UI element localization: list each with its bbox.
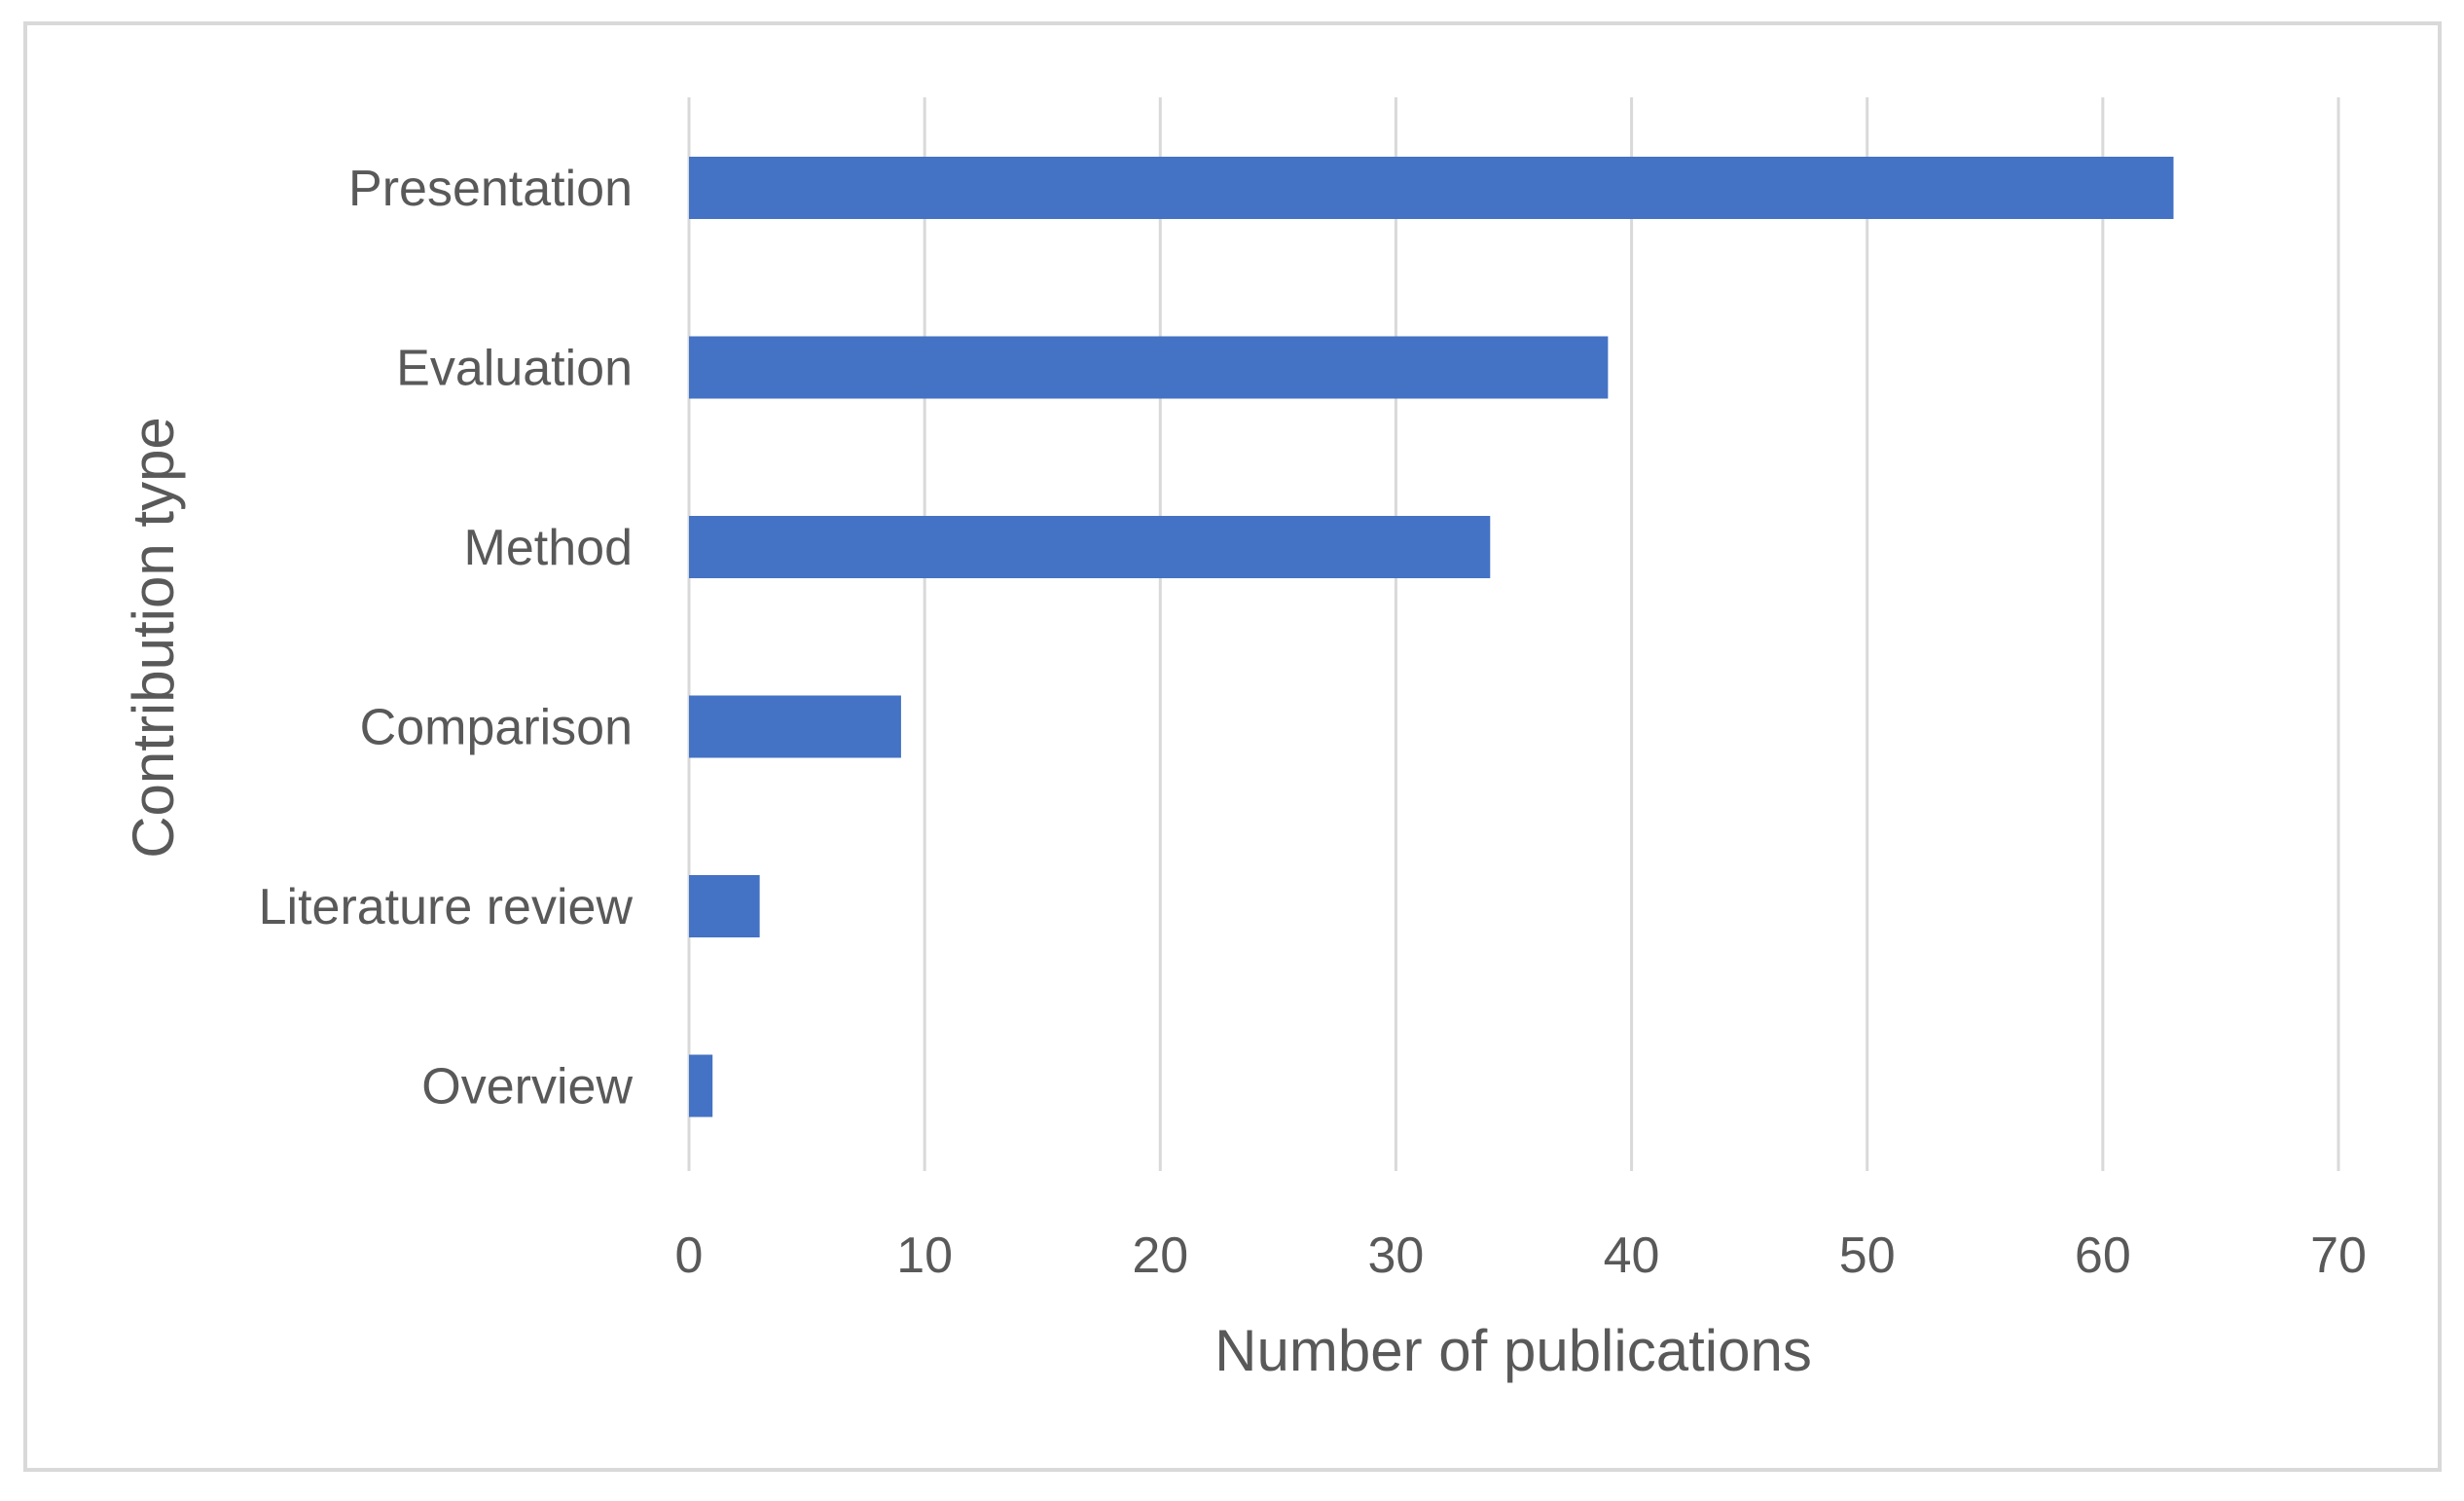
bar-method (689, 516, 1491, 578)
bar-presentation (689, 157, 2174, 219)
y-axis-title: Contribution type (121, 417, 186, 859)
bar-overview (689, 1054, 713, 1117)
category-labels: Presentation Evaluation Method Comparison Li… (259, 161, 634, 1116)
category-label: Evaluation (396, 341, 633, 397)
x-tick-label: 0 (675, 1227, 704, 1284)
category-label: Comparison (360, 700, 633, 756)
x-tick-label: 10 (896, 1227, 953, 1284)
category-label: Literature review (259, 879, 634, 935)
x-tick-label: 30 (1368, 1227, 1425, 1284)
bar-evaluation (689, 336, 1609, 399)
category-label: Method (464, 520, 633, 576)
x-tick-label: 40 (1604, 1227, 1660, 1284)
chart-frame (23, 21, 2442, 1472)
gridlines (687, 97, 2340, 1171)
bars (689, 157, 2174, 1117)
bar-comparison (689, 695, 901, 758)
x-tick-label: 20 (1132, 1227, 1188, 1284)
x-axis-title: Number of publications (1214, 1318, 1812, 1383)
category-label: Overview (421, 1059, 633, 1116)
category-label: Presentation (348, 161, 633, 217)
bar-literature-review (689, 875, 760, 937)
x-tick-label: 60 (2075, 1227, 2131, 1284)
x-tick-labels: 0 10 20 30 40 50 60 70 (675, 1227, 2367, 1284)
x-tick-label: 50 (1839, 1227, 1896, 1284)
x-tick-label: 70 (2310, 1227, 2367, 1284)
